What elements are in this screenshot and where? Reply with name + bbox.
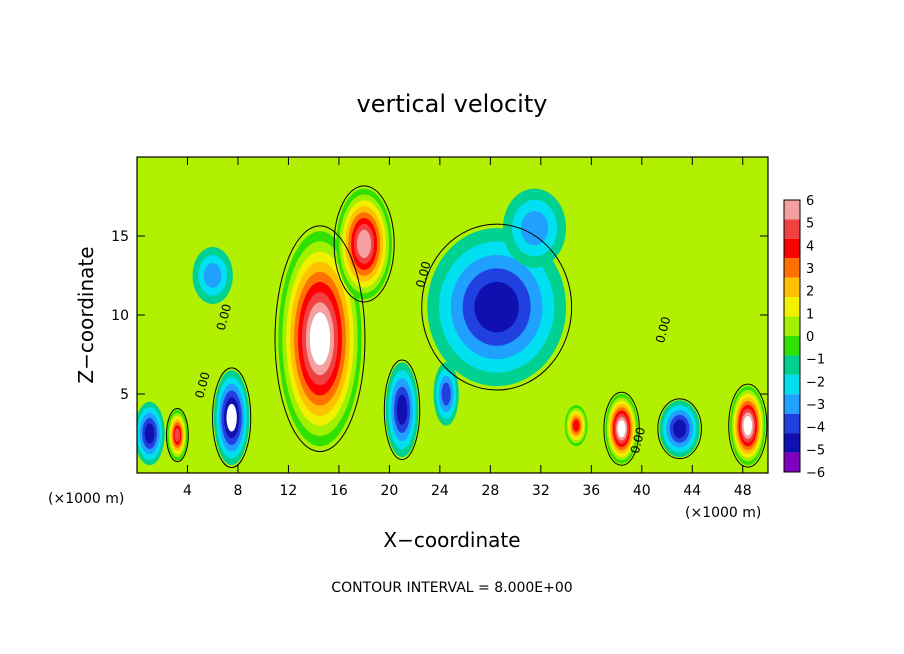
downdraft-level <box>226 403 237 432</box>
contour-label: 0.00 <box>628 426 648 455</box>
contour-label: 0.00 <box>413 260 433 289</box>
x-tick-label: 16 <box>330 483 348 499</box>
colorbar-label: 4 <box>806 239 814 254</box>
colorbar: 6 5 4 3 2 1 0 −1 −2 −3 −4 −5 −6 <box>783 194 825 481</box>
y-tick-label: 10 <box>111 308 129 324</box>
colorbar-swatch <box>784 297 800 317</box>
updraft-cell <box>167 409 188 461</box>
zero-contour <box>212 367 252 468</box>
chart-title: vertical velocity <box>357 90 548 118</box>
colorbar-swatch <box>784 219 800 239</box>
x-tick-label: 20 <box>380 483 398 499</box>
downdraft-level <box>474 281 519 333</box>
updraft-level <box>174 428 181 442</box>
colorbar-label: 5 <box>806 217 814 232</box>
updraft-cell <box>278 231 362 447</box>
downdraft-cell <box>192 247 233 304</box>
y-axis-label: Z−coordinate <box>74 246 98 383</box>
colorbar-label: −1 <box>806 353 825 368</box>
downdraft-level <box>203 263 222 288</box>
x-tick-label: 48 <box>734 483 752 499</box>
contour-labels: 0.00 0.00 0.00 0.00 0.00 <box>192 260 673 455</box>
x-tick-label: 8 <box>233 483 242 499</box>
y-tick-label: 15 <box>111 229 129 245</box>
colorbar-swatch <box>784 336 800 356</box>
colorbar-label: 6 <box>806 194 814 209</box>
colorbar-swatch <box>784 413 800 434</box>
zero-contour <box>274 225 366 453</box>
downdraft-cell <box>385 362 419 458</box>
colorbar-swatch <box>784 316 800 336</box>
colorbar-swatch <box>784 394 800 414</box>
colorbar-label: −3 <box>806 398 825 413</box>
colorbar-swatch <box>784 433 800 453</box>
downdraft-level <box>441 382 451 406</box>
colorbar-label: 1 <box>806 307 814 322</box>
colorbar-label: 3 <box>806 262 814 277</box>
updraft-level <box>309 312 331 365</box>
updraft-cell <box>605 394 639 464</box>
downdraft-level <box>673 419 687 438</box>
downdraft-cell <box>213 370 250 466</box>
colorbar-swatch <box>784 258 800 278</box>
zero-contour <box>657 398 702 460</box>
updraft-cell <box>564 405 588 447</box>
x-tick-label: 44 <box>683 483 701 499</box>
zero-contour <box>333 185 395 303</box>
colorbar-swatch <box>784 238 800 259</box>
zero-contour <box>383 359 421 461</box>
colorbar-swatch <box>784 355 800 375</box>
x-tick-label: 4 <box>183 483 192 499</box>
downdraft-cell <box>659 400 700 458</box>
updraft-level <box>743 415 753 436</box>
downdraft-cell <box>137 401 165 466</box>
updraft-level <box>617 420 626 438</box>
colorbar-label: −4 <box>806 421 825 436</box>
x-tick-label: 40 <box>633 483 651 499</box>
downdraft-cell <box>433 362 459 426</box>
colorbar-label: −5 <box>806 443 825 458</box>
x-tick-label: 24 <box>431 483 449 499</box>
y-axis-ticks: 5 10 15 <box>111 229 768 403</box>
x-tick-label: 12 <box>280 483 298 499</box>
colorbar-swatch <box>784 452 800 472</box>
downdraft-cell <box>427 228 567 387</box>
contour-label: 0.00 <box>214 302 234 331</box>
downdraft-cell <box>502 188 567 268</box>
colorbar-swatch <box>784 374 800 395</box>
downdraft-level <box>396 394 408 425</box>
zero-contour <box>421 223 573 391</box>
updraft-cell <box>730 386 766 466</box>
zero-contour <box>728 383 768 468</box>
x-axis-ticks: 4 8 12 16 20 24 28 32 36 40 44 48 <box>183 157 752 499</box>
colorbar-swatch <box>784 200 800 220</box>
x-unit-left: (×1000 m) <box>48 491 124 507</box>
zero-contour <box>165 408 189 463</box>
x-axis-label: X−coordinate <box>383 528 520 552</box>
velocity-field <box>137 185 768 468</box>
updraft-level <box>357 229 372 259</box>
zero-contour <box>603 391 640 466</box>
colorbar-frame <box>783 199 801 473</box>
updraft-cell <box>336 188 392 300</box>
colorbar-label: 2 <box>806 285 814 300</box>
downdraft-level <box>144 423 155 444</box>
x-tick-label: 36 <box>582 483 600 499</box>
colorbar-label: −6 <box>806 466 825 481</box>
x-tick-label: 28 <box>481 483 499 499</box>
contour-label: 0.00 <box>192 370 212 399</box>
colorbar-swatch <box>784 277 800 298</box>
colorbar-label: −2 <box>806 375 825 390</box>
downdraft-level <box>520 210 549 246</box>
updraft-level <box>572 419 580 432</box>
x-unit-right: (×1000 m) <box>685 505 761 521</box>
y-tick-label: 5 <box>120 387 129 403</box>
colorbar-label: 0 <box>806 330 814 345</box>
x-tick-label: 32 <box>532 483 550 499</box>
contour-label: 0.00 <box>653 315 673 344</box>
contour-interval-note: CONTOUR INTERVAL = 8.000E+00 <box>331 580 572 596</box>
